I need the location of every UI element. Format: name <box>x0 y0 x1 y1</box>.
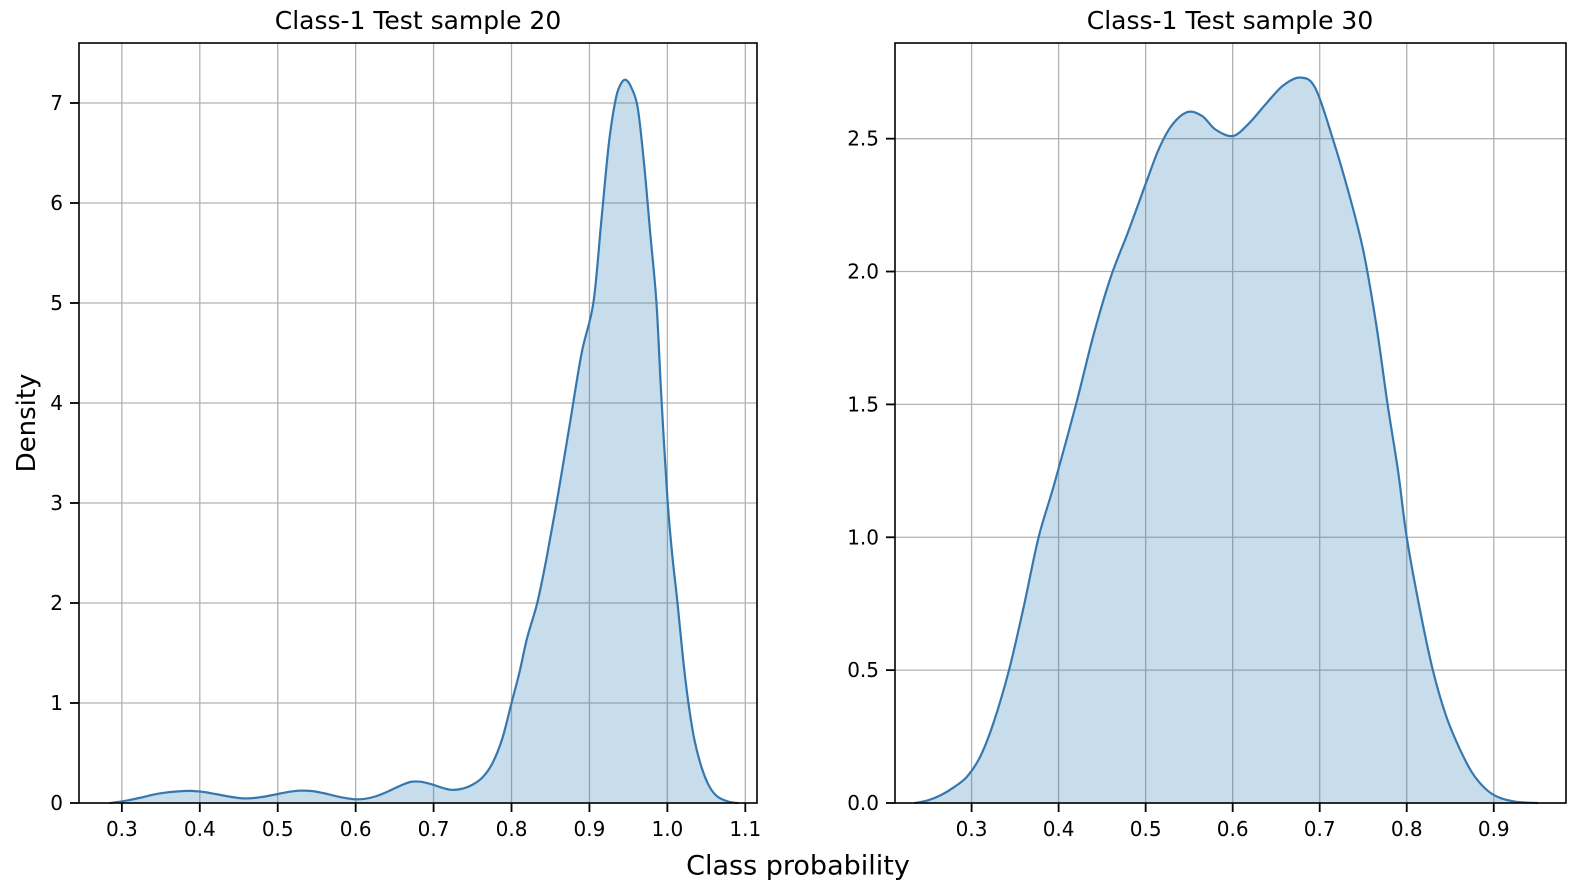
x-tick-label: 0.6 <box>1217 817 1249 841</box>
axes-spine <box>78 42 758 804</box>
kde-line <box>109 78 739 805</box>
x-tick-label: 0.7 <box>1304 817 1336 841</box>
x-tick-label: 0.9 <box>1478 817 1510 841</box>
subplot1-title: Class-1 Test sample 20 <box>274 6 562 35</box>
y-tick-label: 2.5 <box>847 127 879 151</box>
x-tick-label: 0.6 <box>340 817 372 841</box>
y-tick-label: 0 <box>50 791 63 815</box>
x-tick-label: 0.8 <box>1391 817 1423 841</box>
subplot-1: 0.3 0.4 0.5 0.6 0.7 0.8 0.9 1.0 1.1 0 1 2 3 4 5 6 7 <box>50 42 761 841</box>
x-tick-label: 0.5 <box>1130 817 1162 841</box>
y-tick-label: 0.5 <box>847 658 879 682</box>
x-tick-label: 0.4 <box>184 817 216 841</box>
subplot2-title: Class-1 Test sample 30 <box>1086 6 1374 35</box>
x-tick-label: 0.3 <box>956 817 988 841</box>
y-tick-label: 3 <box>50 491 63 515</box>
x-tick-label: 0.5 <box>262 817 294 841</box>
y-tick-label: 1.0 <box>847 525 879 549</box>
subplot-2: 0.3 0.4 0.5 0.6 0.7 0.8 0.9 0.0 0.5 1.0 1.5 2.0 2.5 <box>847 42 1567 841</box>
x-tick-label: 1.0 <box>651 817 683 841</box>
x-tick-label: 0.4 <box>1043 817 1075 841</box>
kde-area <box>110 79 738 803</box>
kde-line <box>913 76 1539 805</box>
y-tick-label: 4 <box>50 391 63 415</box>
kde-area <box>915 77 1538 803</box>
x-tick-label: 0.7 <box>418 817 450 841</box>
axes-spine <box>894 42 1567 804</box>
y-tick-label: 6 <box>50 191 63 215</box>
y-tick-label: 1 <box>50 691 63 715</box>
x-tick-label: 0.8 <box>496 817 528 841</box>
y-tick-label: 2.0 <box>847 260 879 284</box>
x-tick-label: 1.1 <box>729 817 761 841</box>
y-tick-label: 2 <box>50 591 63 615</box>
y-tick-label: 5 <box>50 291 63 315</box>
y-axis-label: Density <box>12 373 42 473</box>
x-tick-label: 0.3 <box>106 817 138 841</box>
y-tick-label: 7 <box>50 91 63 115</box>
y-tick-label: 1.5 <box>847 392 879 416</box>
x-tick-label: 0.9 <box>574 817 606 841</box>
x-axis-label: Class probability <box>686 850 910 882</box>
y-tick-label: 0.0 <box>847 791 879 815</box>
